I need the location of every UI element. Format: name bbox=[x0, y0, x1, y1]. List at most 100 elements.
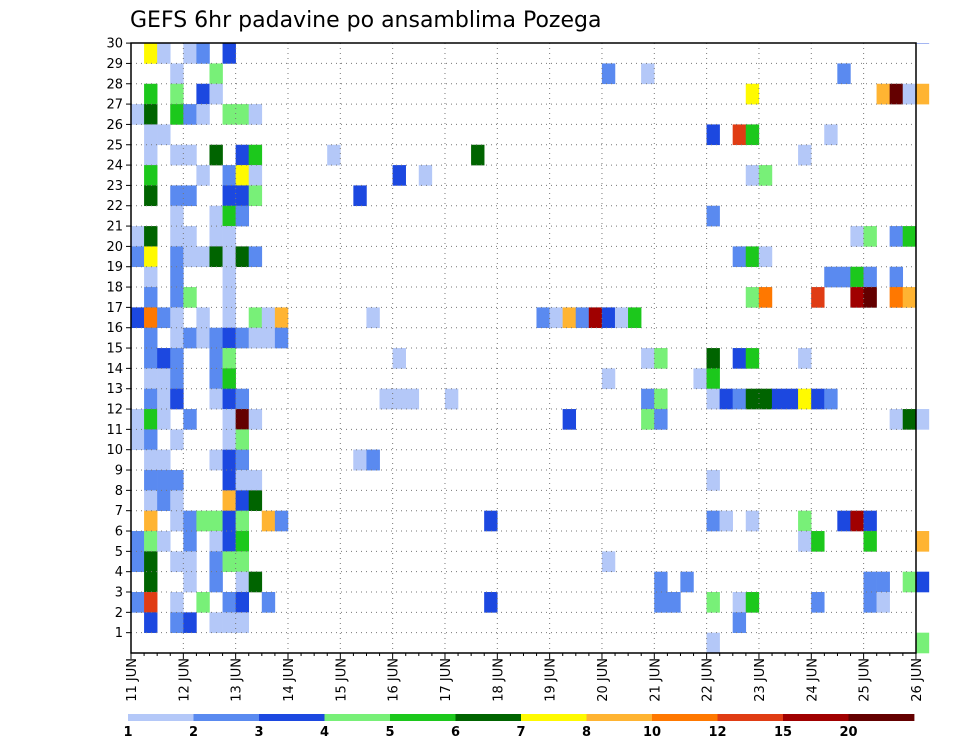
heatmap-cell bbox=[131, 104, 145, 125]
heatmap-cell bbox=[144, 470, 158, 491]
heatmap-cell bbox=[248, 327, 263, 349]
heatmap-cell bbox=[235, 185, 250, 207]
y-tick-label: 4 bbox=[115, 565, 123, 580]
heatmap-cell bbox=[745, 510, 760, 532]
heatmap-cell bbox=[170, 226, 184, 247]
heatmap-cell bbox=[131, 592, 145, 613]
y-tick-label: 13 bbox=[106, 382, 123, 397]
heatmap-cell bbox=[274, 307, 289, 329]
heatmap-cell bbox=[209, 368, 223, 390]
heatmap-cell bbox=[183, 409, 197, 430]
heatmap-cell bbox=[222, 287, 236, 308]
heatmap-cell bbox=[863, 226, 877, 247]
heatmap-cell bbox=[183, 612, 197, 633]
y-tick-label: 14 bbox=[106, 362, 123, 377]
heatmap-cells bbox=[131, 43, 930, 654]
y-tick-label: 19 bbox=[106, 260, 123, 275]
heatmap-cell bbox=[732, 388, 747, 410]
y-tick-label: 20 bbox=[106, 240, 123, 255]
heatmap-cell bbox=[444, 388, 459, 410]
heatmap-cell bbox=[209, 449, 223, 471]
x-tick-label: 26 JUN bbox=[910, 658, 925, 702]
heatmap-cell bbox=[170, 510, 184, 532]
heatmap-cell bbox=[601, 551, 616, 572]
heatmap-cell bbox=[654, 348, 668, 369]
heatmap-cell bbox=[170, 551, 184, 572]
heatmap-cell bbox=[222, 43, 236, 64]
y-tick-label: 22 bbox=[106, 199, 123, 214]
heatmap-cell bbox=[798, 144, 812, 166]
heatmap-cell bbox=[601, 63, 616, 85]
colorbar-label: 8 bbox=[582, 725, 591, 740]
heatmap-cell bbox=[732, 612, 747, 633]
heatmap-cell bbox=[915, 409, 930, 430]
heatmap-cell bbox=[222, 510, 236, 532]
heatmap-cell bbox=[222, 307, 236, 329]
heatmap-cell bbox=[667, 592, 681, 613]
colorbar-swatch bbox=[128, 714, 194, 721]
heatmap-cell bbox=[235, 551, 250, 572]
heatmap-cell bbox=[706, 205, 720, 227]
x-tick-label: 21 JUN bbox=[648, 658, 663, 702]
heatmap-cell bbox=[863, 571, 877, 593]
x-tick-label: 17 JUN bbox=[439, 658, 454, 702]
colorbar-label: 12 bbox=[708, 725, 726, 740]
heatmap-cell bbox=[902, 571, 917, 593]
heatmap-cell bbox=[837, 63, 851, 85]
heatmap-cell bbox=[588, 307, 603, 329]
heatmap-cell bbox=[614, 307, 629, 329]
heatmap-cell bbox=[222, 266, 236, 288]
heatmap-cell bbox=[248, 165, 263, 186]
heatmap-cell bbox=[170, 327, 184, 349]
heatmap-cell bbox=[196, 307, 210, 329]
heatmap-cell bbox=[745, 348, 760, 369]
colorbar-label: 7 bbox=[516, 725, 525, 740]
heatmap-cell bbox=[562, 409, 577, 430]
heatmap-cell bbox=[209, 63, 223, 85]
heatmap-cell bbox=[654, 571, 668, 593]
y-tick-label: 8 bbox=[115, 484, 123, 499]
heatmap-cell bbox=[235, 205, 250, 227]
colorbar-swatch bbox=[586, 714, 653, 721]
y-tick-label: 10 bbox=[106, 443, 123, 458]
colorbar-swatch bbox=[717, 714, 784, 721]
heatmap-cell bbox=[183, 531, 197, 552]
heatmap-cell bbox=[209, 348, 223, 369]
heatmap-cell bbox=[745, 287, 760, 308]
heatmap-cell bbox=[222, 185, 236, 207]
heatmap-cell bbox=[222, 388, 236, 410]
colorbar: 1 2 3 4 5 6 7 8 10 12 15 20 bbox=[123, 714, 915, 740]
heatmap-cell bbox=[876, 592, 890, 613]
heatmap-cell bbox=[850, 287, 864, 308]
colorbar-label: 4 bbox=[320, 725, 329, 740]
heatmap-cell bbox=[641, 388, 655, 410]
heatmap-cell bbox=[144, 409, 158, 430]
heatmap-cell bbox=[248, 409, 263, 430]
heatmap-cell bbox=[850, 226, 864, 247]
heatmap-cell bbox=[562, 307, 577, 329]
chart-title: GEFS 6hr padavine po ansamblima Pozega bbox=[130, 8, 601, 33]
heatmap-cell bbox=[758, 287, 773, 308]
x-tick-label: 25 JUN bbox=[858, 658, 873, 702]
heatmap-cell bbox=[745, 592, 760, 613]
heatmap-cell bbox=[915, 83, 930, 105]
heatmap-cell bbox=[353, 449, 367, 471]
heatmap-cell bbox=[915, 531, 930, 552]
colorbar-label: 10 bbox=[643, 725, 661, 740]
heatmap-cell bbox=[758, 246, 773, 268]
heatmap-cell bbox=[758, 388, 773, 410]
y-tick-label: 21 bbox=[106, 220, 123, 235]
heatmap-cell bbox=[222, 246, 236, 268]
heatmap-cell bbox=[235, 531, 250, 552]
heatmap-cell bbox=[235, 592, 250, 613]
heatmap-cell bbox=[876, 83, 890, 105]
heatmap-cell bbox=[235, 449, 250, 471]
heatmap-cell bbox=[366, 449, 380, 471]
heatmap-cell bbox=[131, 307, 145, 329]
heatmap-cell bbox=[771, 388, 786, 410]
heatmap-cell bbox=[183, 104, 197, 125]
x-tick-label: 15 JUN bbox=[334, 658, 349, 702]
heatmap-cell bbox=[601, 307, 616, 329]
heatmap-cell bbox=[209, 571, 223, 593]
